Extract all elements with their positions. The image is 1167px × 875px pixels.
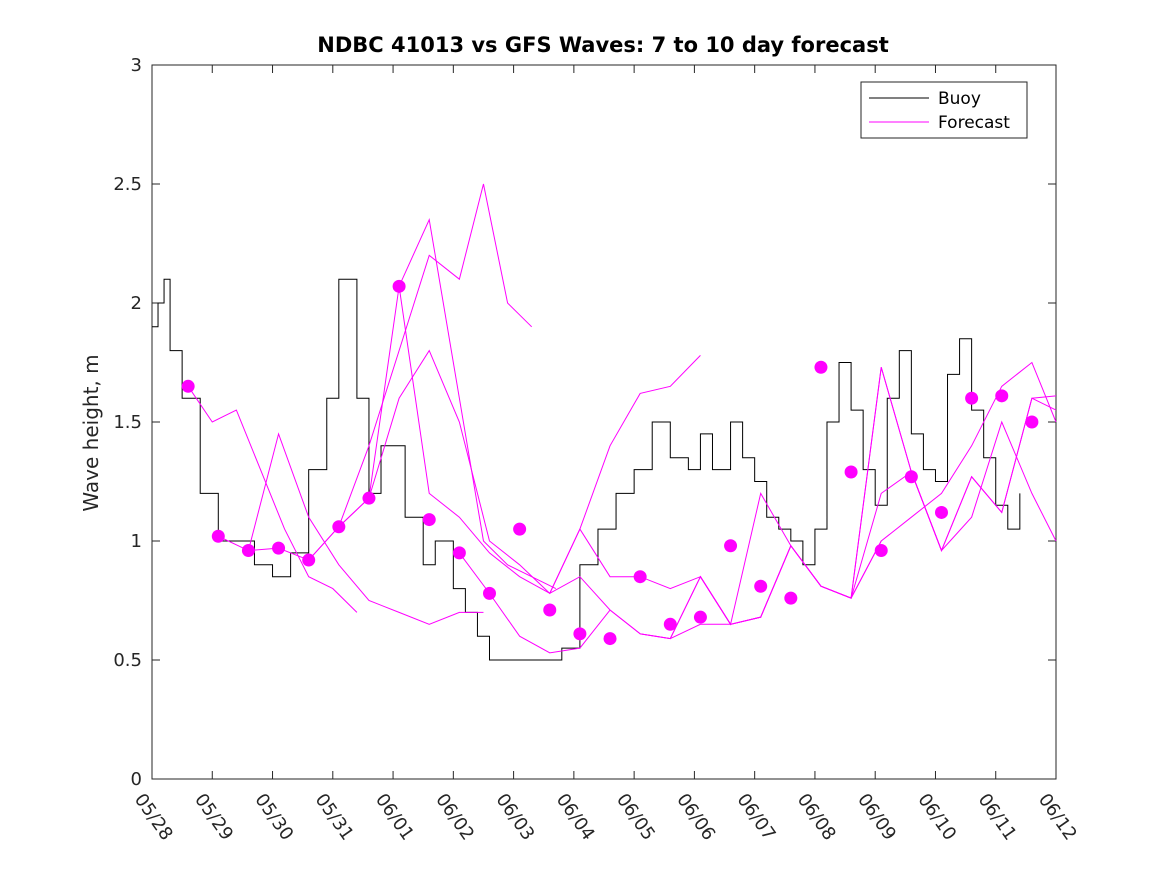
forecast-marker — [573, 627, 587, 641]
buoy-line — [152, 278, 1021, 661]
forecast-line-12 — [910, 420, 1057, 552]
forecast-marker — [211, 529, 225, 543]
forecast-marker — [603, 632, 617, 646]
forecast-marker — [784, 591, 798, 605]
forecast-line-10 — [700, 367, 1057, 625]
legend-forecast-label: Forecast — [938, 113, 1010, 133]
forecast-marker — [272, 541, 286, 555]
y-tick-label: 1 — [131, 531, 142, 552]
forecast-marker — [904, 470, 918, 484]
y-tick-label: 2 — [131, 293, 142, 314]
forecast-marker — [362, 491, 376, 505]
x-tick-label: 06/09 — [853, 790, 900, 845]
forecast-marker — [633, 570, 647, 584]
x-tick-label: 06/03 — [492, 790, 539, 845]
forecast-line-4 — [308, 183, 533, 561]
x-tick-label: 05/31 — [311, 790, 358, 845]
forecast-marker — [844, 465, 858, 479]
x-tick-label: 06/05 — [612, 790, 659, 845]
y-tick-label: 2.5 — [113, 174, 142, 195]
x-tick-label: 06/08 — [793, 790, 840, 845]
forecast-marker — [693, 610, 707, 624]
forecast-marker — [422, 513, 436, 527]
forecast-marker — [995, 389, 1009, 403]
marker-layer — [181, 279, 1039, 646]
forecast-marker — [392, 279, 406, 293]
forecast-marker — [513, 522, 527, 536]
chart-title: NDBC 41013 vs GFS Waves: 7 to 10 day for… — [317, 33, 888, 57]
forecast-marker — [663, 617, 677, 631]
forecast-marker — [181, 379, 195, 393]
forecast-marker — [241, 544, 255, 558]
x-tick-label: 06/01 — [371, 790, 418, 845]
x-tick-label: 06/11 — [974, 790, 1021, 845]
forecast-line-2 — [218, 432, 484, 625]
forecast-marker — [332, 520, 346, 534]
forecast-line-5 — [338, 349, 701, 595]
forecast-marker — [1025, 415, 1039, 429]
x-tick-label: 06/02 — [431, 790, 478, 845]
forecast-line-1 — [187, 386, 358, 613]
forecast-marker — [754, 579, 768, 593]
forecast-marker — [452, 546, 466, 560]
x-tick-label: 06/12 — [1034, 790, 1081, 845]
y-tick-label: 3 — [131, 55, 142, 76]
x-tick-label: 05/30 — [250, 790, 297, 845]
forecast-line-11 — [850, 361, 1057, 599]
x-tick-label: 06/06 — [672, 790, 719, 845]
x-tick-label: 06/04 — [552, 790, 599, 845]
forecast-marker — [724, 539, 738, 553]
legend-box — [860, 81, 1028, 139]
forecast-marker — [814, 360, 828, 374]
forecast-marker — [874, 544, 888, 558]
y-axis-label: Wave height, m — [79, 354, 103, 511]
legend-buoy-label: Buoy — [938, 89, 981, 109]
x-tick-label: 06/07 — [733, 790, 780, 845]
forecast-marker — [934, 505, 948, 519]
forecast-marker — [482, 586, 496, 600]
y-tick-label: 0 — [131, 769, 142, 790]
x-tick-label: 06/10 — [913, 790, 960, 845]
y-tick-label: 0.5 — [113, 650, 142, 671]
forecast-marker — [543, 603, 557, 617]
series-layer — [152, 183, 1057, 661]
forecast-marker — [965, 391, 979, 405]
x-tick-label: 05/29 — [190, 790, 237, 845]
legend: Buoy Forecast — [860, 81, 1028, 139]
plot-frame — [151, 64, 1057, 780]
forecast-marker — [302, 553, 316, 567]
y-ticks: 0 0.5 1 1.5 2 2.5 3 — [113, 55, 1056, 790]
x-tick-label: 05/28 — [130, 790, 177, 845]
y-tick-label: 1.5 — [113, 412, 142, 433]
